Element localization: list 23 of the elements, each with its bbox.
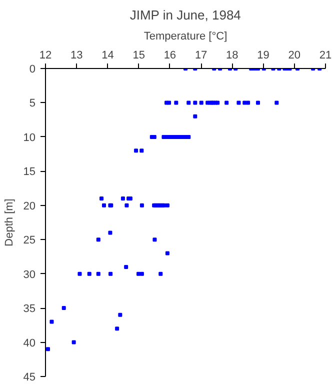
chart-title: JIMP in June, 1984 (130, 8, 241, 22)
y-axis-title: Depth [m] (3, 198, 16, 246)
y-tick-label: 0 (29, 64, 36, 76)
y-tick-label: 35 (23, 303, 36, 316)
y-tick-label: 20 (23, 200, 36, 212)
x-tick-label: 21 (319, 50, 332, 62)
x-tick-label: 13 (70, 50, 83, 62)
y-tick-label: 5 (29, 98, 36, 110)
y-tick-label: 25 (23, 234, 36, 247)
x-tick-label: 16 (164, 50, 176, 62)
x-tick-label: 14 (102, 50, 114, 62)
y-tick-label: 45 (23, 372, 36, 384)
y-tick-label: 30 (23, 268, 36, 281)
y-tick-label: 40 (23, 337, 36, 350)
x-tick-label: 12 (39, 50, 52, 62)
y-tick-label: 15 (23, 166, 36, 178)
x-tick-label: 15 (132, 50, 145, 62)
x-tick-label: 20 (288, 50, 301, 62)
y-tick-label: 10 (23, 132, 36, 144)
x-tick-label: 18 (226, 50, 238, 62)
x-tick-label: 17 (194, 50, 208, 62)
x-axis-title: Temperature [°C] (144, 30, 228, 42)
x-tick-label: 19 (257, 50, 270, 62)
